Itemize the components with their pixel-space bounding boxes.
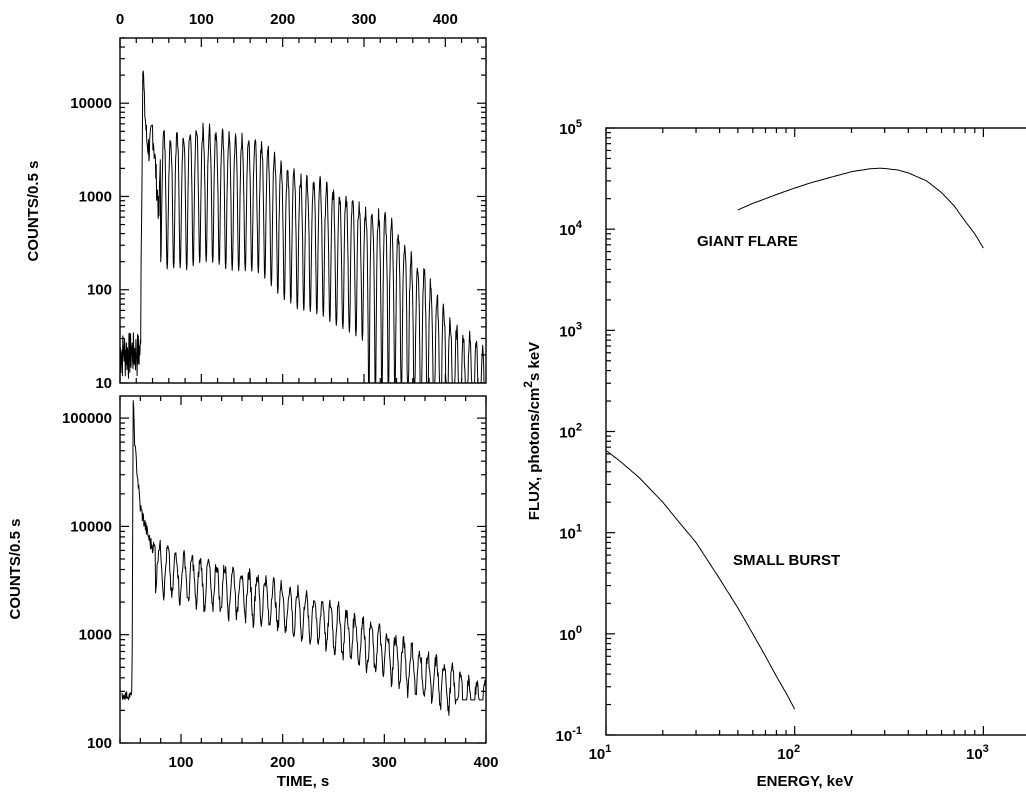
small-burst-label: SMALL BURST — [733, 552, 840, 569]
spectrum-y-tick-label: 10-1 — [556, 725, 582, 745]
spectrum-x-tick-label: 102 — [777, 743, 800, 763]
top-panel-x-tick-label: 0 — [116, 11, 124, 28]
giant-flare-spectrum-line — [737, 167, 984, 249]
bottom-panel-x-tick-label: 100 — [168, 754, 193, 771]
spectrum-xlabel: ENERGY, keV — [757, 773, 854, 790]
top-light-curve-line — [119, 70, 487, 384]
bottom-panel-y-tick-label: 10000 — [70, 518, 112, 535]
spectrum-y-tick-label: 102 — [559, 422, 582, 442]
bottom-panel-y-tick-label: 100 — [87, 735, 112, 752]
top-panel-y-tick-label: 10000 — [70, 95, 112, 112]
top-panel-ylabel: COUNTS/0.5 s — [25, 161, 42, 262]
bottom-panel-x-tick-label: 400 — [473, 754, 498, 771]
spectrum-y-tick-label: 100 — [559, 624, 582, 644]
spectrum-y-tick-label: 103 — [559, 320, 582, 340]
spectrum-y-tick-label: 101 — [559, 523, 582, 543]
top-panel-x-tick-label: 300 — [351, 11, 376, 28]
small-burst-spectrum-line — [605, 450, 796, 710]
top-panel-y-tick-label: 10 — [95, 375, 112, 392]
bottom-panel-ylabel: COUNTS/0.5 s — [7, 519, 24, 620]
bottom-panel-xlabel: TIME, s — [277, 773, 330, 790]
bottom-panel-y-tick-label: 100000 — [62, 410, 112, 427]
top-panel-x-tick-label: 100 — [189, 11, 214, 28]
bottom-panel-x-tick-label: 300 — [372, 754, 397, 771]
bottom-light-curve-line — [121, 400, 487, 716]
top-panel-y-tick-label: 1000 — [79, 188, 112, 205]
top-panel-x-tick-label: 400 — [433, 11, 458, 28]
bottom-panel-y-tick-label: 1000 — [79, 627, 112, 644]
top-panel-x-tick-label: 200 — [270, 11, 295, 28]
spectrum-x-tick-label: 103 — [966, 743, 989, 763]
spectrum-panel: FLUX, photons/cm2s keV ENERGY, keV 101 10… — [521, 118, 1026, 790]
bottom-panel-x-tick-label: 200 — [270, 754, 295, 771]
giant-flare-label: GIANT FLARE — [697, 233, 798, 250]
spectrum-y-tick-label: 104 — [559, 219, 583, 239]
spectrum-ylabel: FLUX, photons/cm2s keV — [521, 342, 543, 520]
top-light-curve-panel: COUNTS/0.5 s 0 100 200 300 400 10 100 1000 10000 — [25, 11, 487, 392]
spectrum-x-tick-label: 101 — [589, 743, 612, 763]
spectrum-y-tick-label: 105 — [559, 118, 582, 138]
top-panel-y-tick-label: 100 — [87, 282, 112, 299]
bottom-light-curve-panel: COUNTS/0.5 s TIME, s 100 200 300 400 100 1000… — [7, 395, 499, 790]
